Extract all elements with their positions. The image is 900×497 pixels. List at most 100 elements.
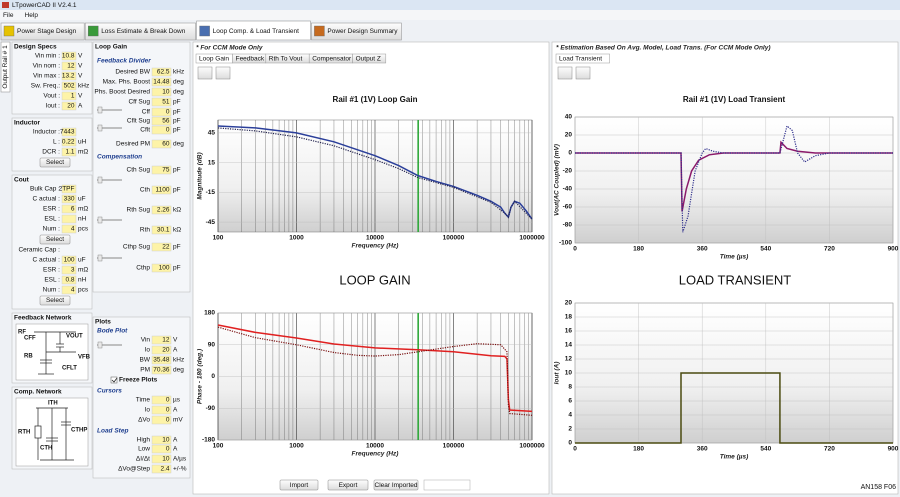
schematic-label: CTH [40,446,52,452]
button[interactable] [327,479,369,491]
button-label: Select [46,297,64,304]
button-label: Select [46,236,64,243]
x-tick-label: 100000 [443,235,465,242]
input-box[interactable] [151,205,172,215]
chart-title: Rail #1 (1V) Load Transient [683,95,786,104]
field-label: Iout : [46,103,61,110]
input-box[interactable] [151,225,172,235]
input-box[interactable] [151,435,172,445]
input-box[interactable] [151,242,172,252]
input-box[interactable] [61,101,77,111]
menu-item[interactable]: Help [25,12,39,19]
input-box[interactable] [151,345,172,355]
field-value: 22 [162,244,170,251]
input-box[interactable] [151,444,172,454]
tab[interactable] [311,22,402,41]
checkbox[interactable] [110,376,118,384]
input-box[interactable] [61,204,77,214]
input-box[interactable] [151,116,172,126]
input-box[interactable] [151,139,172,149]
tool-button[interactable] [215,66,231,80]
input-box[interactable] [151,263,172,273]
tab[interactable] [196,20,311,41]
input-box[interactable] [61,224,77,234]
input-box[interactable] [61,61,77,71]
input-box[interactable] [151,67,172,77]
input-box[interactable] [151,97,172,107]
button[interactable] [39,234,71,245]
slider-thumb[interactable] [97,124,103,132]
input-box[interactable] [151,395,172,405]
sub-tab[interactable] [352,53,387,64]
group-title: Feedback Network [14,315,72,322]
tab[interactable] [0,22,85,41]
y-tick-label: 90 [208,341,216,348]
button[interactable] [39,157,71,168]
slider-thumb[interactable] [97,106,103,114]
tool-button[interactable] [575,66,591,80]
field-value: 0 [166,397,170,404]
input-box[interactable] [61,137,77,147]
field-unit: mV [173,417,183,424]
field-value: 10.8 [62,53,75,60]
input-box[interactable] [61,81,77,91]
input-box[interactable] [61,91,77,101]
side-tab[interactable] [0,41,11,93]
button[interactable] [279,479,319,491]
input-box[interactable] [61,285,77,295]
button[interactable] [39,295,71,306]
y-tick-label: 0 [568,440,572,447]
input-box[interactable] [61,265,77,275]
field-value: 70.36 [153,367,170,374]
field-unit: A [173,437,178,444]
input-box[interactable] [61,51,77,61]
tool-button[interactable] [557,66,573,80]
input-box[interactable] [151,454,172,464]
input-box[interactable] [151,87,172,97]
input-box[interactable] [151,365,172,375]
input-box[interactable] [61,184,77,194]
slider-thumb[interactable] [97,176,103,184]
field-label: ESR : [43,267,60,274]
y-tick-label: -45 [206,219,216,226]
tool-button[interactable] [197,66,213,80]
series-line [575,372,893,444]
series-line [575,140,893,212]
slider-thumb[interactable] [97,216,103,224]
tab[interactable] [84,22,196,41]
sub-tab-label: Output Z [356,56,381,63]
input-box[interactable] [151,165,172,175]
field-label: Desired BW [115,69,151,76]
button-label: Select [46,159,64,166]
text-field[interactable] [423,479,471,491]
input-box[interactable] [151,335,172,345]
sub-tab[interactable] [555,53,610,64]
slider-thumb[interactable] [97,341,103,349]
input-box[interactable] [151,77,172,87]
field-unit: deg [173,141,184,148]
y-tick-label: -60 [563,204,573,211]
input-box[interactable] [151,355,172,365]
input-box[interactable] [61,214,77,224]
input-box[interactable] [151,415,172,425]
input-box[interactable] [61,147,77,157]
input-box[interactable] [151,125,172,135]
input-box[interactable] [151,185,172,195]
field-label: Cthp [136,265,150,272]
y-tick-label: 45 [208,130,216,137]
input-box[interactable] [151,405,172,415]
field-value: 30.1 [157,227,170,234]
input-box[interactable] [151,464,172,474]
field-unit: pcs [78,226,89,233]
input-box[interactable] [61,275,77,285]
input-box[interactable] [151,107,172,117]
input-box[interactable] [61,71,77,81]
button[interactable] [373,479,419,491]
y-tick-label: 0 [211,373,215,380]
input-box[interactable] [61,194,77,204]
menu-item[interactable]: File [3,12,14,19]
input-box[interactable] [61,255,77,265]
slider-thumb[interactable] [97,254,103,262]
button-label: Export [339,482,358,489]
input-box[interactable] [61,127,77,137]
